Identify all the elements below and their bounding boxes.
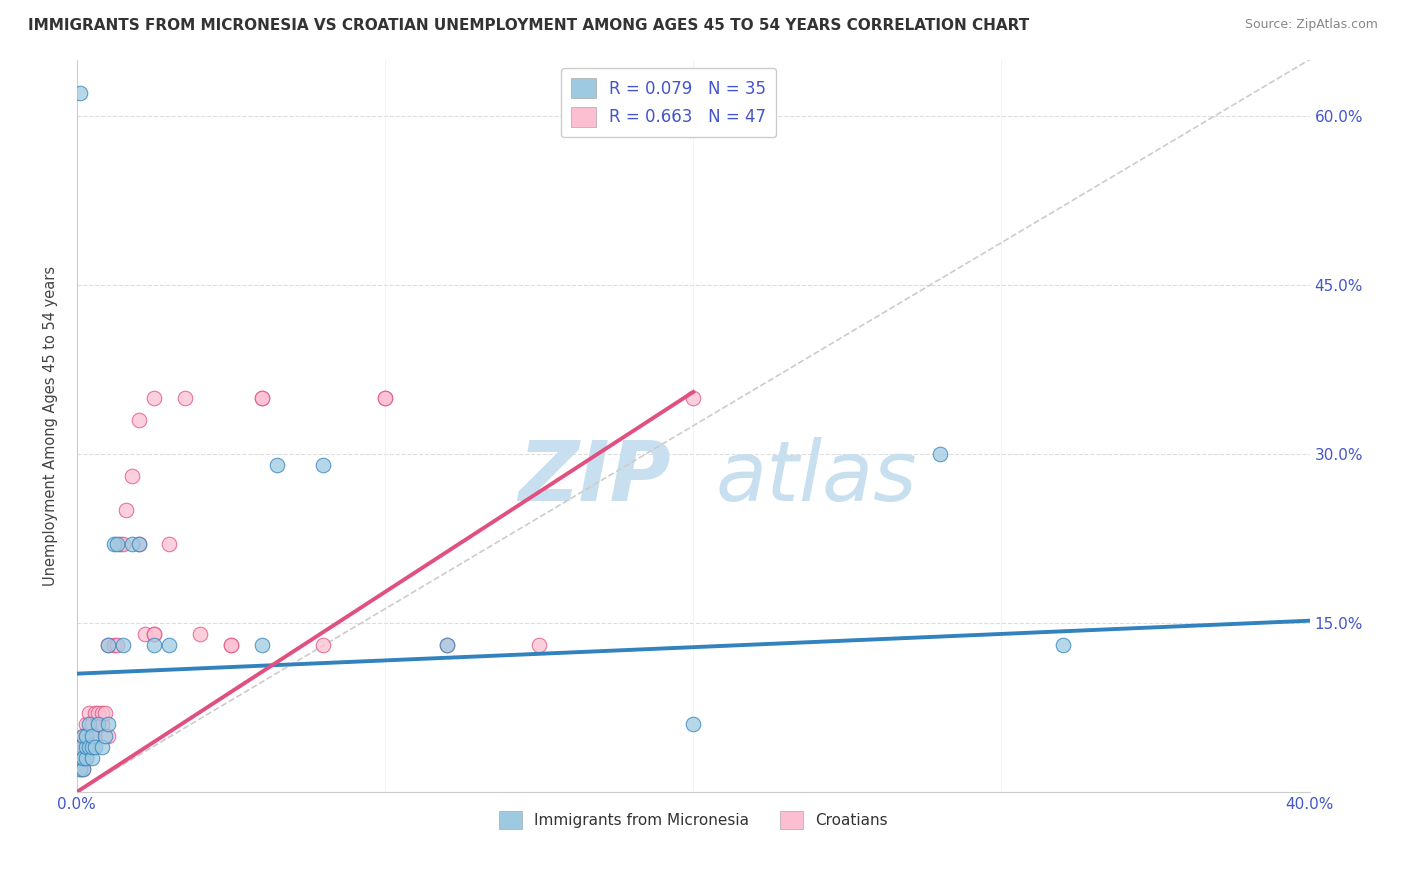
- Point: [312, 639, 335, 653]
- Point: [157, 537, 180, 551]
- Point: [87, 717, 110, 731]
- Point: [77, 717, 100, 731]
- Point: [157, 639, 180, 653]
- Point: [69, 751, 91, 765]
- Point: [77, 706, 100, 720]
- Point: [250, 391, 273, 405]
- Point: [250, 391, 273, 405]
- Point: [115, 503, 138, 517]
- Point: [69, 739, 91, 754]
- Point: [1052, 639, 1074, 653]
- Text: IMMIGRANTS FROM MICRONESIA VS CROATIAN UNEMPLOYMENT AMONG AGES 45 TO 54 YEARS CO: IMMIGRANTS FROM MICRONESIA VS CROATIAN U…: [28, 18, 1029, 33]
- Point: [72, 763, 94, 777]
- Point: [266, 458, 288, 473]
- Point: [134, 627, 156, 641]
- Point: [682, 391, 704, 405]
- Point: [69, 751, 91, 765]
- Point: [90, 739, 112, 754]
- Point: [82, 729, 104, 743]
- Point: [75, 717, 97, 731]
- Point: [436, 639, 458, 653]
- Point: [84, 706, 107, 720]
- Point: [128, 537, 150, 551]
- Point: [108, 537, 131, 551]
- Point: [82, 751, 104, 765]
- Point: [82, 739, 104, 754]
- Point: [75, 729, 97, 743]
- Point: [142, 627, 165, 641]
- Point: [112, 537, 135, 551]
- Legend: Immigrants from Micronesia, Croatians: Immigrants from Micronesia, Croatians: [494, 805, 894, 836]
- Point: [77, 729, 100, 743]
- Point: [82, 717, 104, 731]
- Point: [75, 751, 97, 765]
- Text: atlas: atlas: [716, 436, 917, 517]
- Point: [90, 717, 112, 731]
- Point: [121, 469, 143, 483]
- Point: [84, 729, 107, 743]
- Point: [72, 751, 94, 765]
- Point: [69, 87, 91, 101]
- Point: [105, 639, 128, 653]
- Point: [93, 729, 115, 743]
- Point: [77, 739, 100, 754]
- Point: [312, 458, 335, 473]
- Point: [69, 763, 91, 777]
- Point: [84, 739, 107, 754]
- Point: [97, 717, 120, 731]
- Point: [142, 627, 165, 641]
- Point: [142, 639, 165, 653]
- Point: [121, 537, 143, 551]
- Point: [527, 639, 550, 653]
- Point: [103, 639, 125, 653]
- Point: [75, 729, 97, 743]
- Point: [928, 447, 950, 461]
- Point: [69, 763, 91, 777]
- Point: [90, 706, 112, 720]
- Point: [72, 729, 94, 743]
- Point: [250, 639, 273, 653]
- Point: [82, 739, 104, 754]
- Point: [75, 739, 97, 754]
- Point: [97, 639, 120, 653]
- Point: [188, 627, 211, 641]
- Point: [72, 739, 94, 754]
- Point: [87, 717, 110, 731]
- Point: [97, 639, 120, 653]
- Point: [173, 391, 195, 405]
- Point: [374, 391, 396, 405]
- Point: [87, 706, 110, 720]
- Point: [374, 391, 396, 405]
- Point: [436, 639, 458, 653]
- Point: [97, 729, 120, 743]
- Point: [75, 751, 97, 765]
- Point: [128, 537, 150, 551]
- Y-axis label: Unemployment Among Ages 45 to 54 years: Unemployment Among Ages 45 to 54 years: [44, 266, 58, 586]
- Point: [72, 729, 94, 743]
- Point: [103, 537, 125, 551]
- Point: [112, 639, 135, 653]
- Point: [142, 391, 165, 405]
- Point: [219, 639, 242, 653]
- Point: [682, 717, 704, 731]
- Text: ZIP: ZIP: [519, 436, 671, 517]
- Point: [105, 537, 128, 551]
- Point: [128, 413, 150, 427]
- Point: [72, 763, 94, 777]
- Point: [93, 706, 115, 720]
- Point: [219, 639, 242, 653]
- Text: Source: ZipAtlas.com: Source: ZipAtlas.com: [1244, 18, 1378, 31]
- Point: [69, 739, 91, 754]
